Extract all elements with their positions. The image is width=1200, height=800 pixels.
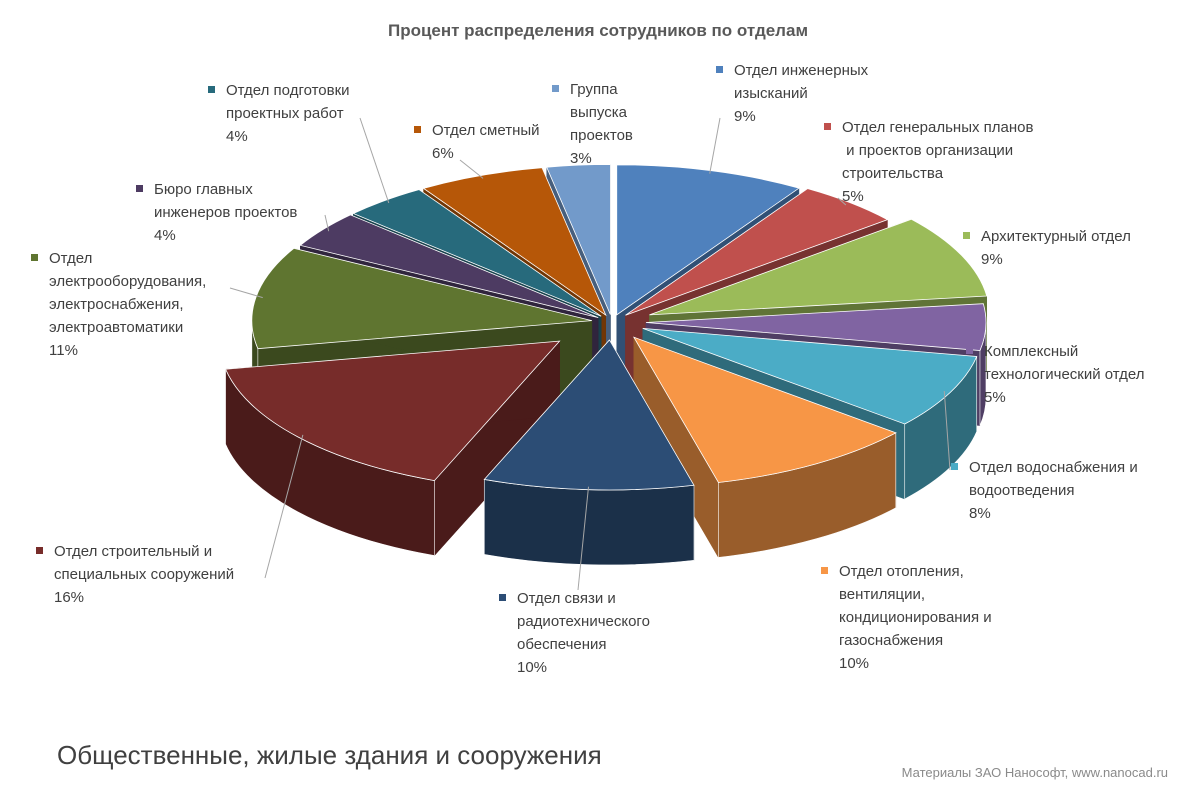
leader-line [264, 434, 304, 579]
legend-marker [136, 185, 143, 192]
value-label: 10% [839, 655, 869, 672]
slice [632, 336, 897, 483]
category-label: Отдел генеральных планов и проектов орга… [842, 119, 1033, 182]
value-label: 5% [842, 188, 864, 205]
value-label: 11% [49, 342, 78, 359]
value-label: 9% [734, 108, 756, 125]
category-label: Отдел инженерных изысканий [734, 62, 869, 102]
caption: Общественные, жилые здания и сооружения [57, 740, 602, 770]
category-label: Отдел отопления, вентиляции, кондициониров… [839, 563, 992, 649]
category-label: Отдел водоснабжения и водоотведения [969, 459, 1138, 499]
legend-marker [36, 547, 43, 554]
leader-line [229, 287, 263, 299]
value-label: 8% [969, 505, 991, 522]
leader-line [837, 197, 847, 206]
category-label: Отдел строительный и специальных сооружен… [54, 543, 234, 583]
slice [422, 167, 607, 317]
legend-marker [552, 85, 559, 92]
legend-marker [966, 347, 973, 354]
value-label: 4% [154, 227, 176, 244]
category-label: Группа выпуска проектов [570, 81, 633, 144]
legend-marker [824, 123, 831, 130]
category-label: Отдел связи и радиотехнического обеспечени… [517, 590, 650, 653]
value-label: 10% [517, 659, 547, 676]
slice [352, 189, 602, 317]
slice [616, 164, 800, 316]
value-label: 9% [981, 251, 1003, 268]
slice [251, 247, 592, 350]
value-label: 16% [54, 589, 84, 606]
legend-marker [821, 567, 828, 574]
slice [225, 340, 561, 482]
leader-line [324, 214, 330, 232]
category-label: Комплексный технологический отдел [984, 343, 1145, 383]
slice [625, 188, 889, 316]
category-label: Отдел сметный [432, 122, 540, 139]
leader-line [709, 117, 721, 174]
slice [642, 327, 978, 425]
leader-line [359, 117, 390, 204]
leader-line [577, 486, 590, 591]
legend-marker [716, 66, 723, 73]
leader-line [459, 159, 484, 179]
pie [225, 164, 988, 566]
value-label: 5% [984, 389, 1006, 406]
legend-marker [963, 232, 970, 239]
category-label: Бюро главных инженеров проектов [154, 181, 297, 221]
legend-marker [499, 594, 506, 601]
chart-title: Процент распределения сотрудников по отд… [388, 21, 808, 40]
labels: Отдел инженерных изысканий 9% Отдел генерал… [31, 62, 1145, 676]
value-label: 6% [432, 145, 454, 162]
slice-side [483, 479, 695, 566]
legend-marker [414, 126, 421, 133]
leader-line [943, 390, 951, 471]
credit: Материалы ЗАО Нанософт, www.nanocad.ru [902, 765, 1168, 780]
category-label: Отдел электрооборудования, электроснабжени… [49, 250, 206, 336]
value-label: 4% [226, 128, 248, 145]
legend-marker [208, 86, 215, 93]
category-label: Отдел подготовки проектных работ [226, 82, 350, 122]
legend-marker [951, 463, 958, 470]
legend-marker [31, 254, 38, 261]
value-label: 3% [570, 150, 592, 167]
slice [299, 214, 599, 318]
category-label: Архитектурный отдел [981, 228, 1131, 245]
slice [645, 303, 987, 352]
slice [546, 164, 611, 315]
slice [649, 218, 988, 316]
